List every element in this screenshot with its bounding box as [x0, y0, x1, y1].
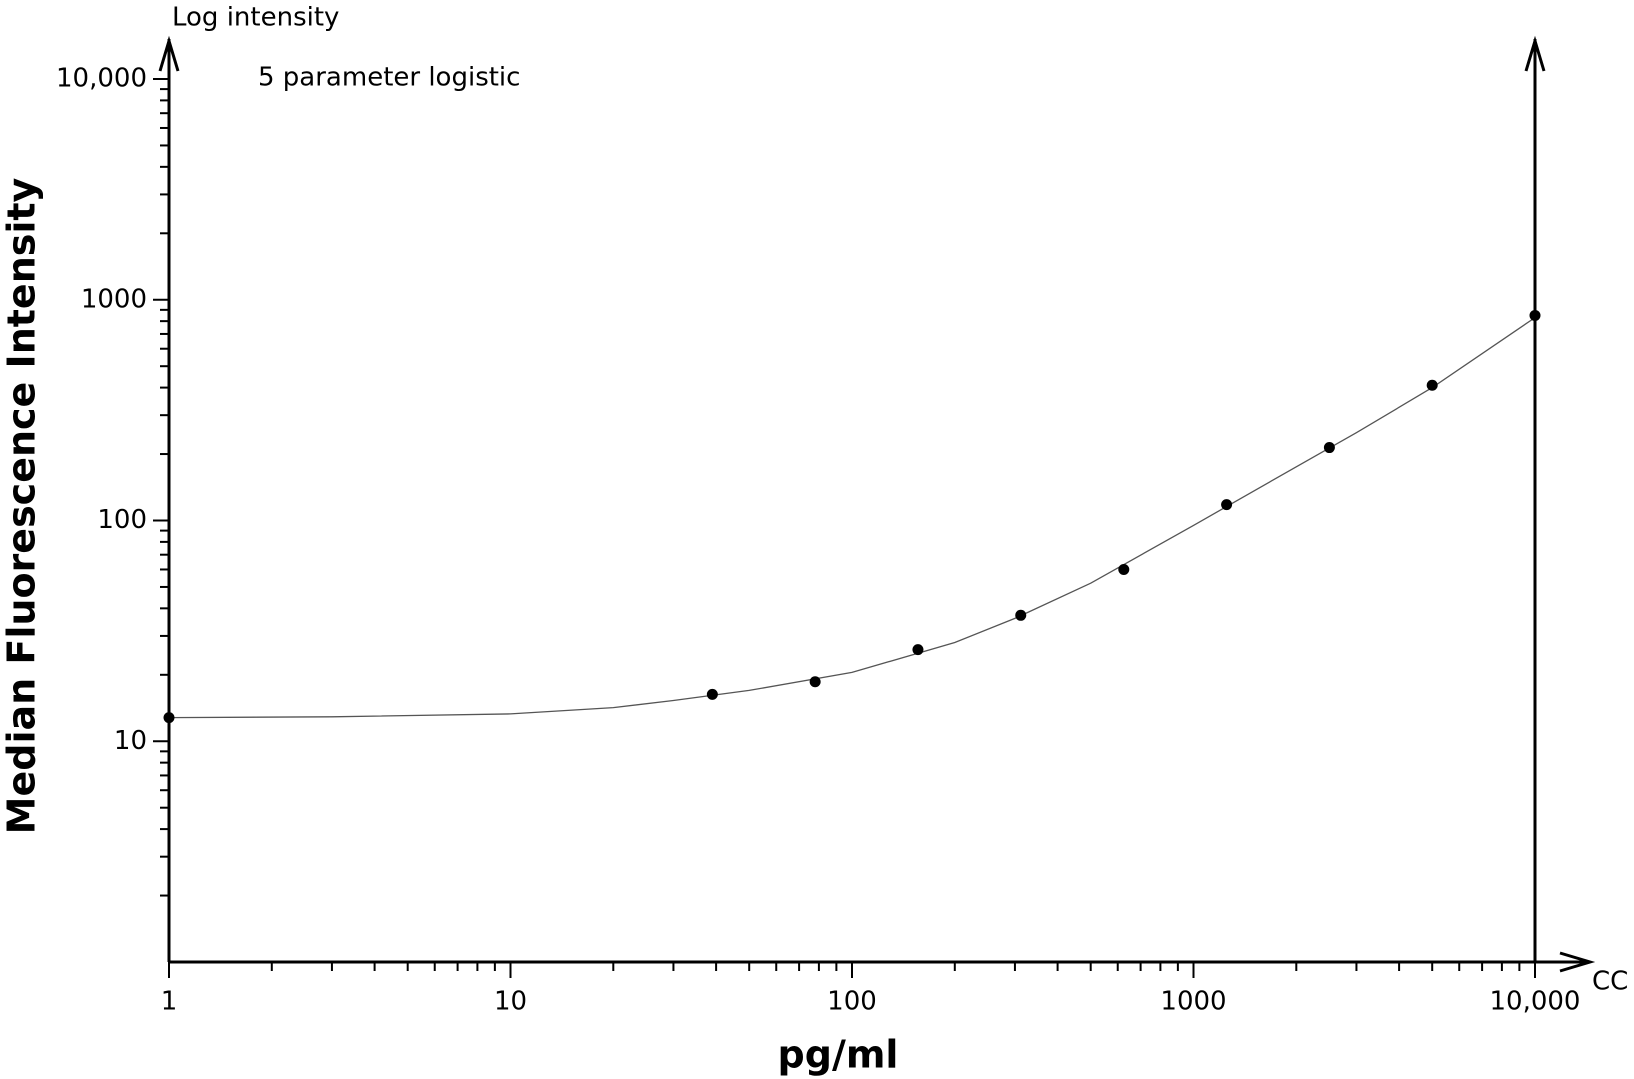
annotation: 5 parameter logistic	[258, 63, 520, 93]
x-end-label: CC	[1592, 967, 1628, 997]
data-point	[1529, 309, 1541, 321]
data-point	[912, 644, 924, 656]
x-tick-label: 10	[494, 987, 527, 1017]
x-axis-arrow	[1559, 951, 1596, 973]
data-point	[163, 712, 175, 724]
data-point	[1323, 442, 1335, 454]
data-point	[1015, 609, 1027, 621]
data-point	[1221, 499, 1233, 511]
data-point	[1426, 379, 1438, 391]
fit-curve	[168, 317, 1536, 719]
x-tick-label: 100	[827, 987, 877, 1017]
data-point	[1118, 563, 1130, 575]
x-tick-label: 1000	[1160, 987, 1226, 1017]
x-tick-label: 10,000	[1490, 987, 1581, 1017]
data-point	[706, 688, 718, 700]
y-tick-label: 100	[97, 505, 147, 535]
data-point	[809, 676, 821, 688]
x-tick-label: 1	[161, 987, 178, 1017]
y-tick-label: 10	[114, 726, 147, 756]
x-axis-label: pg/ml	[778, 1033, 899, 1077]
y-top-label: Log intensity	[172, 3, 339, 33]
right-axis-arrow	[1524, 35, 1546, 72]
y-axis-label: Median Fluorescence Intensity	[0, 177, 44, 834]
y-tick-label: 10,000	[56, 64, 147, 94]
y-tick-label: 1000	[81, 284, 147, 314]
y-axis-arrow	[158, 35, 180, 72]
